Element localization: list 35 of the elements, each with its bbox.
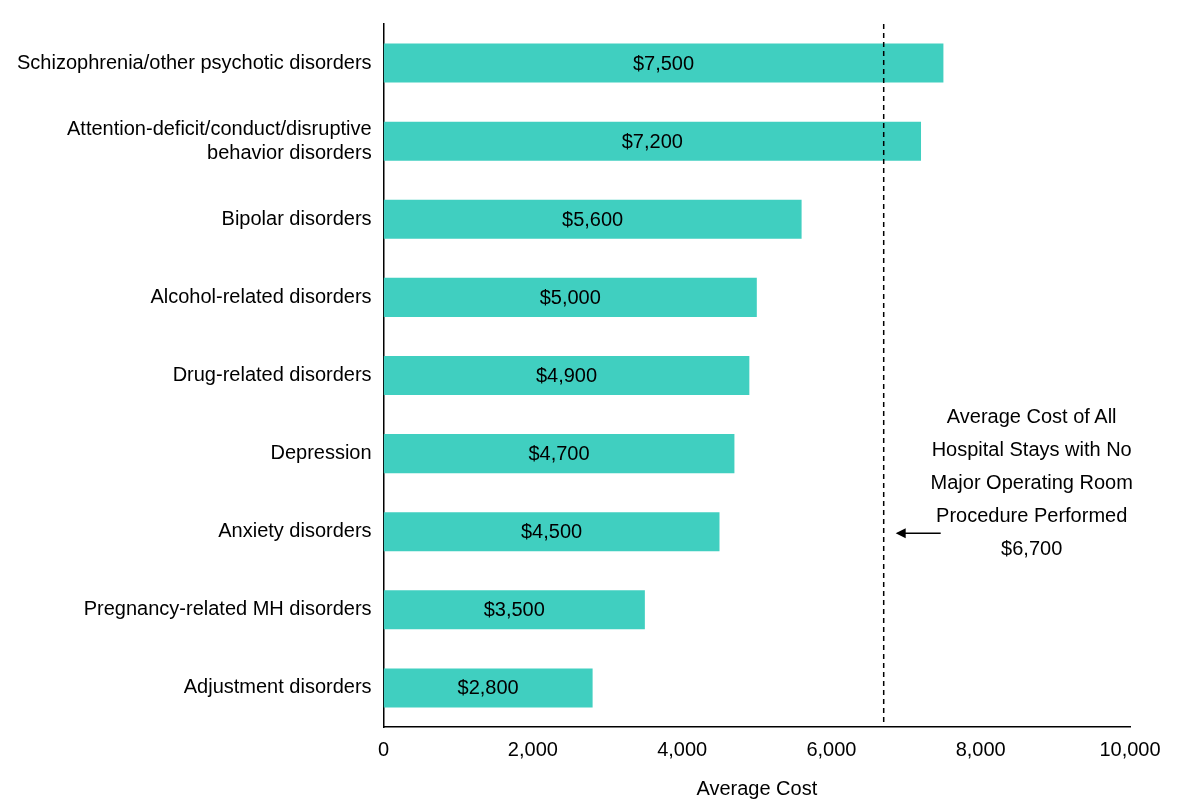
- y-tick-label: Adjustment disorders: [183, 675, 372, 698]
- bar: [383, 355, 750, 396]
- y-tick-label: Anxiety disorders: [218, 519, 372, 542]
- bar: [383, 199, 802, 239]
- x-tick-label: 4,000: [657, 737, 708, 760]
- y-tick-label: Drug-related disorders: [172, 363, 372, 386]
- y-tick-label: Pregnancy-related MH disorders: [83, 597, 372, 620]
- y-tick-label: Alcohol-related disorders: [150, 284, 372, 307]
- x-axis-title: Average Cost: [696, 776, 818, 799]
- data-label: $4,900: [535, 364, 598, 387]
- data-label: $3,500: [483, 598, 545, 621]
- bar: [383, 668, 593, 708]
- bar: [383, 43, 944, 83]
- data-label: $4,500: [520, 520, 583, 543]
- x-tick-label: 6,000: [806, 737, 857, 760]
- bar: [383, 590, 645, 630]
- bar: [383, 277, 757, 317]
- data-label: $5,600: [562, 207, 624, 230]
- data-label: $4,700: [528, 442, 590, 465]
- x-tick-label: 8,000: [955, 737, 1006, 760]
- bar: [383, 121, 922, 161]
- data-label: $7,500: [632, 51, 695, 74]
- y-tick-label: Attention-deficit/conduct/disruptive behavior disorders: [67, 116, 372, 163]
- y-tick-label: Schizophrenia/other psychotic disorders: [16, 50, 372, 73]
- y-tick-label: Bipolar disorders: [221, 206, 372, 229]
- x-tick-label: 10,000: [1099, 737, 1161, 760]
- bar: [383, 434, 735, 474]
- y-tick-label: Depression: [270, 441, 372, 464]
- x-tick-label: 0: [378, 737, 390, 760]
- data-label: $2,800: [457, 676, 519, 699]
- bar: [383, 512, 720, 552]
- data-label: $5,000: [539, 285, 601, 308]
- ref-line-label: Average Cost of All Hospital Stays with No Major Operating Room Procedure Performed $6,700: [930, 405, 1133, 560]
- x-tick-label: 2,000: [507, 737, 558, 760]
- data-label: $7,200: [621, 129, 683, 152]
